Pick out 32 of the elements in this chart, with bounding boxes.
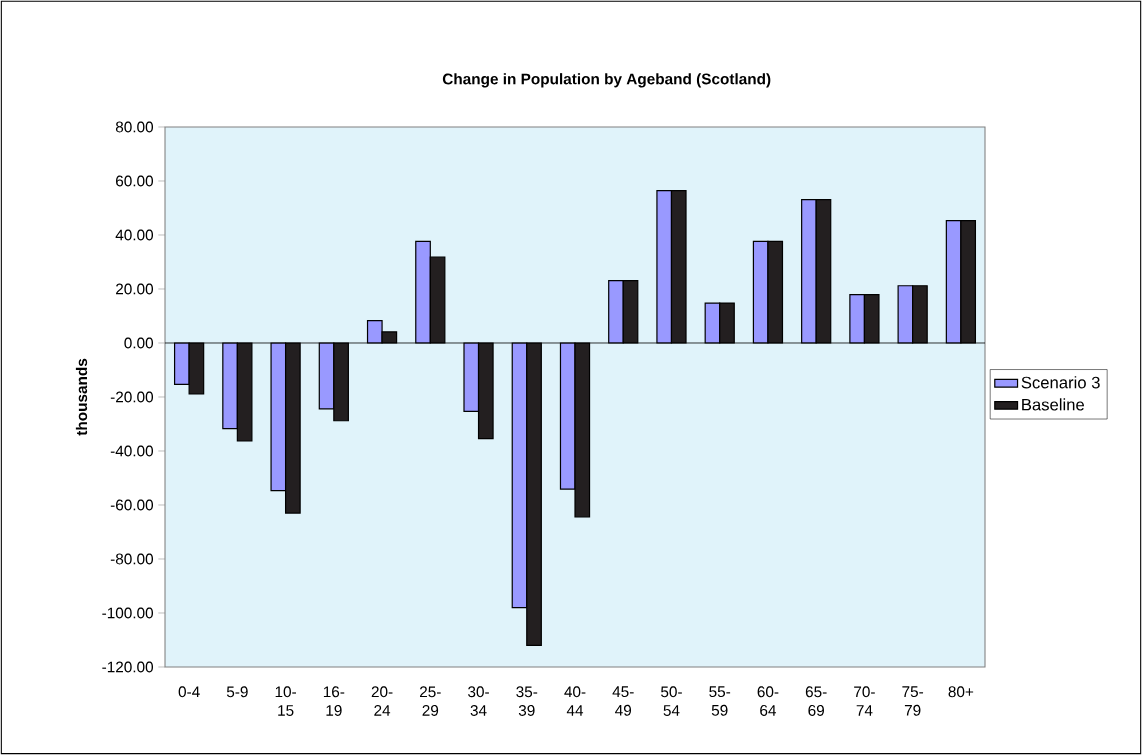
x-tick-label: 40-44: [564, 686, 586, 716]
x-tick-label: 45-49: [612, 686, 634, 716]
x-tick-label: 5-9: [226, 686, 248, 698]
legend-label: Baseline: [1022, 398, 1084, 411]
y-tick-label: -120.00: [102, 661, 154, 673]
y-tick-label: 40.00: [115, 229, 154, 241]
x-tick-label: 25-29: [419, 686, 441, 716]
x-tick-label: 55-59: [709, 686, 731, 716]
x-tick-label: 35-39: [516, 686, 538, 716]
x-tick-label: 20-24: [371, 686, 393, 716]
x-tick-label: 50-54: [661, 686, 682, 716]
y-tick-label: 60.00: [116, 175, 154, 187]
x-tick-label: 30-34: [468, 686, 489, 716]
x-tick-label: 65-69: [805, 686, 827, 716]
x-tick-label: 10-15: [275, 686, 296, 716]
y-tick-label: 0.00: [124, 337, 154, 349]
legend-label: Scenario 3: [1021, 376, 1100, 389]
x-tick-label: 80+: [948, 686, 974, 698]
y-axis-title: thousands: [75, 358, 88, 436]
y-tick-label: 80.00: [115, 121, 154, 133]
y-tick-label: -40.00: [110, 445, 154, 457]
y-tick-label: -100.00: [102, 607, 154, 619]
y-tick-label: -20.00: [110, 391, 154, 403]
x-tick-label: 0-4: [178, 686, 200, 698]
x-tick-label: 70-74: [854, 686, 875, 716]
x-tick-label: 60-64: [757, 686, 779, 716]
chart-title: Change in Population by Ageband (Scotland): [442, 73, 771, 88]
x-tick-label: 75-79: [902, 686, 924, 716]
y-tick-label: -60.00: [110, 499, 154, 511]
y-tick-label: 20.00: [116, 283, 154, 295]
x-tick-label: 16-19: [323, 686, 345, 716]
y-tick-label: -80.00: [110, 553, 154, 565]
